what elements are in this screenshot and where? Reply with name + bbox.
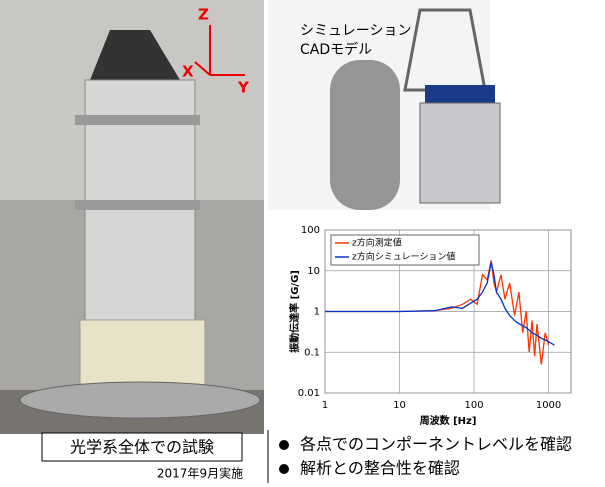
y-tick-label: 1: [314, 307, 320, 318]
photo-plate: [75, 200, 200, 210]
axis-label: Y: [237, 79, 250, 97]
legend-label: z方向測定値: [352, 237, 402, 249]
y-tick-label: 100: [301, 225, 320, 236]
x-tick-label: 1000: [536, 400, 561, 411]
date: 2017年9月実施: [157, 466, 243, 481]
cad-ring: [425, 85, 495, 103]
cad-label: CADモデル: [300, 41, 372, 58]
x-tick-label: 1: [322, 400, 328, 411]
x-tick-label: 10: [393, 400, 406, 411]
photo-plate: [75, 115, 200, 125]
photo-table: [20, 382, 260, 418]
y-tick-label: 10: [307, 266, 320, 277]
axis-label: Z: [198, 6, 209, 24]
chart: 0.01 0.1 1 10 100 1 10 100 1000 周波数 [Hz] 振動伝達率 [G/…: [288, 225, 571, 427]
y-axis-label: 振動伝達率 [G/G]: [288, 270, 301, 353]
y-tick-label: 0.1: [304, 347, 320, 358]
y-tick-label: 0.01: [298, 388, 320, 399]
bullet-dot: [279, 464, 289, 474]
bullet-dot: [279, 440, 289, 450]
x-tick-label: 100: [464, 400, 483, 411]
axis-label: X: [182, 63, 194, 81]
caption: 光学系全体での試験: [70, 438, 214, 457]
slide: Z X Y 光学系全体での試験 2017年9月実施 シミュレーション CADモデ…: [0, 0, 605, 483]
bullet: 解析との整合性を確認: [300, 459, 460, 478]
cad-body: [420, 103, 500, 203]
legend-label: z方向シミュレーション値: [352, 251, 455, 263]
photo-base: [80, 320, 205, 390]
cad-label: シミュレーション: [300, 23, 411, 39]
x-axis-label: 周波数 [Hz]: [420, 414, 477, 427]
cad-shadow: [330, 60, 400, 210]
bullet: 各点でのコンポーネントレベルを確認: [300, 435, 572, 454]
